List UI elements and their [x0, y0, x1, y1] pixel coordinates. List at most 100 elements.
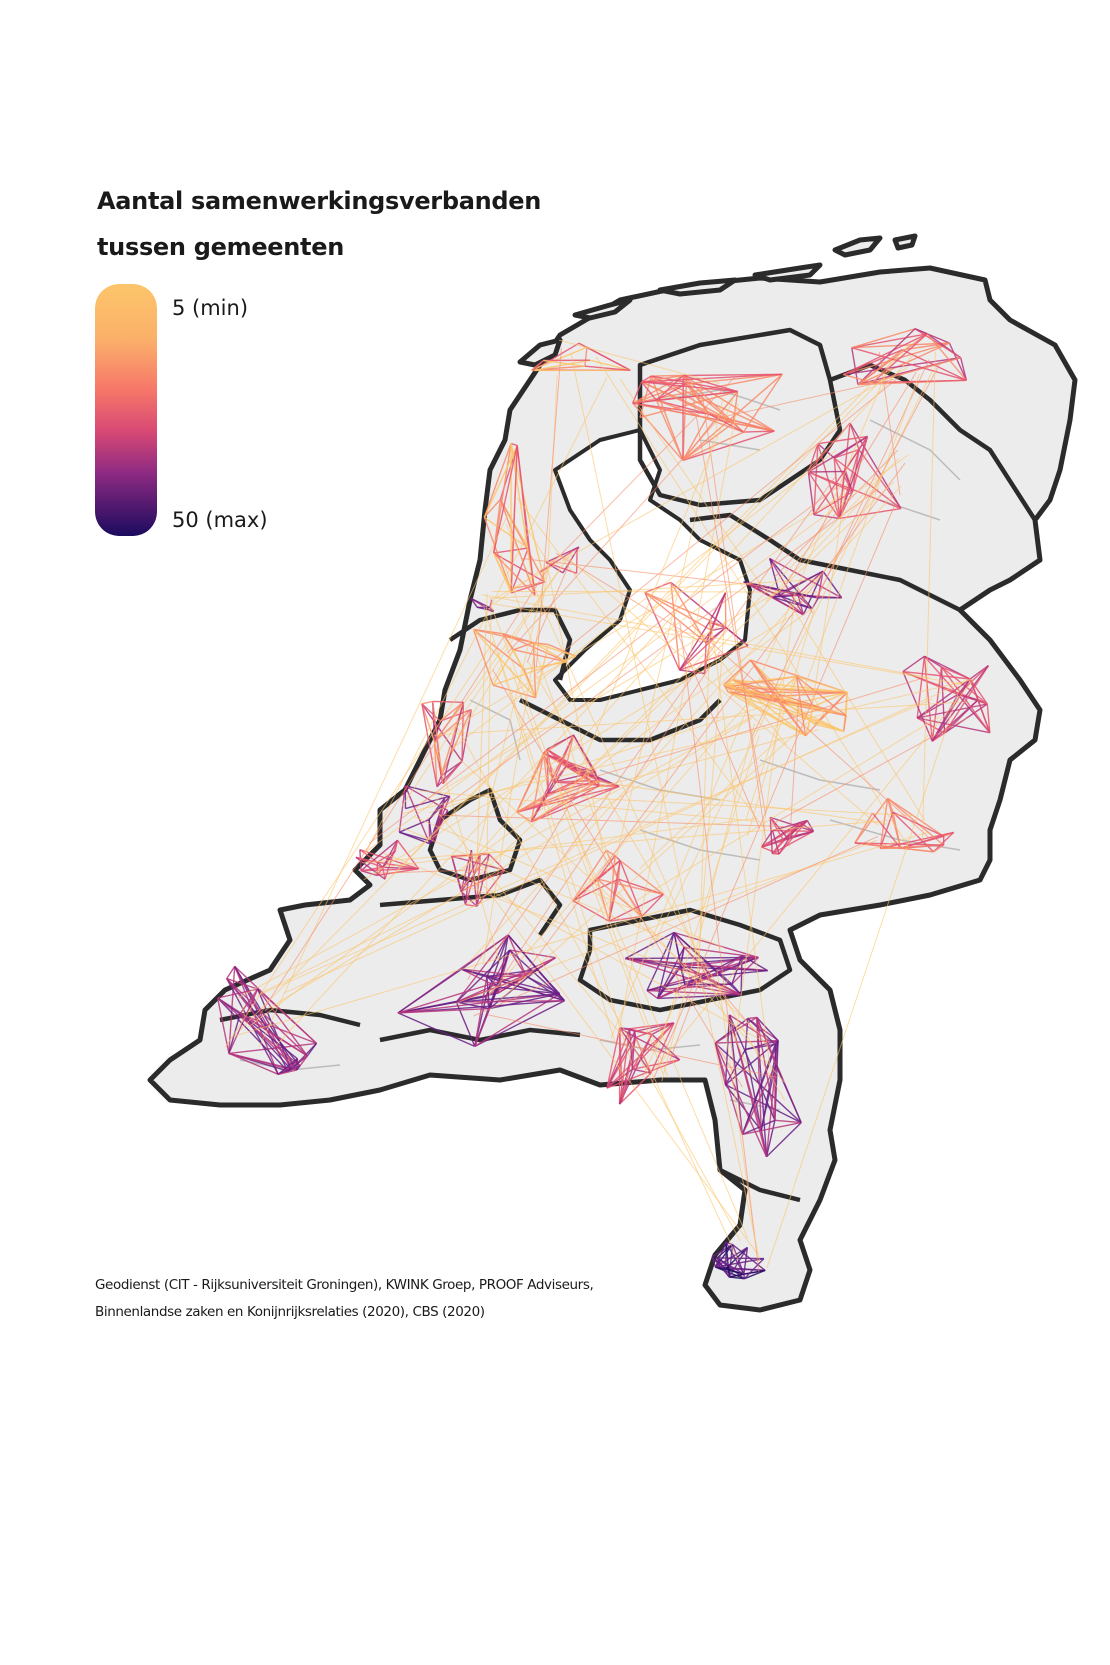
network-link	[708, 592, 727, 623]
network-link	[361, 820, 889, 864]
network-link	[397, 969, 538, 1014]
network-link	[606, 1027, 621, 1089]
network-link	[405, 796, 446, 810]
network-link	[639, 738, 780, 869]
network-link	[642, 986, 683, 1078]
map-title: Aantal samenwerkingsverbanden tussen gem…	[97, 178, 541, 270]
network-link	[636, 716, 940, 901]
network-link	[806, 820, 815, 832]
network-link	[599, 855, 616, 877]
network-link	[813, 491, 853, 516]
network-link	[536, 957, 556, 971]
network-link	[456, 1001, 490, 1010]
network-link	[433, 741, 438, 787]
network-link	[715, 1039, 779, 1044]
network-link	[520, 557, 768, 588]
network-link	[709, 614, 771, 1070]
network-link	[533, 359, 591, 372]
network-link	[234, 966, 293, 1071]
network-link	[558, 788, 749, 1239]
title-line-2: tussen gemeenten	[97, 233, 344, 261]
network-link	[565, 734, 575, 767]
network-link	[774, 1064, 777, 1121]
network-link	[228, 988, 259, 1054]
network-link	[217, 997, 308, 1057]
network-link	[728, 1014, 762, 1131]
network-link	[723, 659, 751, 686]
network-link	[399, 818, 430, 833]
network-link	[769, 558, 805, 616]
network-link	[756, 1016, 779, 1042]
title-line-1: Aantal samenwerkingsverbanden	[97, 187, 542, 215]
network-link	[842, 715, 847, 732]
network-link	[474, 1008, 491, 1047]
network-link	[723, 684, 729, 693]
network-link	[421, 700, 433, 705]
network-link	[401, 565, 563, 808]
network-link	[483, 516, 529, 549]
network-link	[495, 367, 908, 599]
network-link	[779, 594, 804, 616]
network-link	[901, 349, 967, 381]
network-link	[960, 357, 968, 381]
network-link	[902, 655, 925, 673]
network-link	[455, 949, 511, 1003]
network-link	[596, 859, 621, 880]
source-line-2: Binnenlandse zaken en Konijnrijksrelatie…	[95, 1304, 485, 1320]
network-link	[516, 748, 548, 813]
network-link	[535, 347, 562, 667]
wadden-islands	[517, 233, 918, 368]
network-link	[682, 422, 734, 461]
network-link	[657, 966, 682, 999]
network-link	[362, 454, 909, 855]
network-link	[808, 470, 845, 473]
network-link	[657, 994, 742, 1000]
network-link	[483, 498, 501, 518]
network-link	[467, 776, 587, 980]
network-link	[355, 856, 386, 880]
network-link	[360, 870, 378, 877]
network-link	[374, 869, 483, 874]
network-link	[931, 665, 989, 742]
network-link	[878, 352, 901, 496]
source-line-1: Geodienst (CIT - Rijksuniversiteit Groni…	[95, 1277, 594, 1293]
network-link	[613, 397, 724, 867]
network-link	[833, 457, 841, 519]
network-link	[509, 666, 664, 1074]
network-link	[506, 420, 718, 654]
network-link	[545, 546, 580, 564]
network-link	[461, 968, 527, 977]
network-link	[940, 666, 991, 734]
network-link	[494, 554, 563, 604]
network-link	[536, 969, 561, 995]
network-link	[747, 1016, 757, 1020]
network-link	[397, 1007, 490, 1014]
network-link	[474, 481, 894, 881]
network-link	[728, 1247, 748, 1278]
network-link	[575, 549, 578, 574]
network-link	[931, 678, 971, 742]
network-link	[731, 955, 743, 985]
network-link	[644, 592, 681, 671]
network-link	[570, 354, 761, 1263]
network-link	[743, 1258, 765, 1280]
network-link	[572, 900, 610, 922]
network-link	[431, 796, 451, 842]
network-link	[226, 966, 236, 979]
network-link	[228, 1052, 298, 1071]
network-link	[651, 504, 896, 1083]
network-link	[986, 703, 991, 733]
network-link	[625, 957, 768, 972]
network-link	[474, 976, 488, 1047]
network-link	[679, 626, 727, 671]
network-link	[581, 797, 915, 817]
network-link	[631, 1031, 636, 1070]
network-link	[248, 606, 815, 1028]
network-link	[277, 1058, 298, 1075]
network-link	[892, 811, 945, 837]
network-link	[644, 591, 727, 629]
network-link	[488, 1014, 779, 1078]
source-credits: Geodienst (CIT - Rijksuniversiteit Groni…	[95, 1272, 594, 1326]
network-link	[522, 521, 550, 564]
network-link	[760, 1064, 777, 1131]
